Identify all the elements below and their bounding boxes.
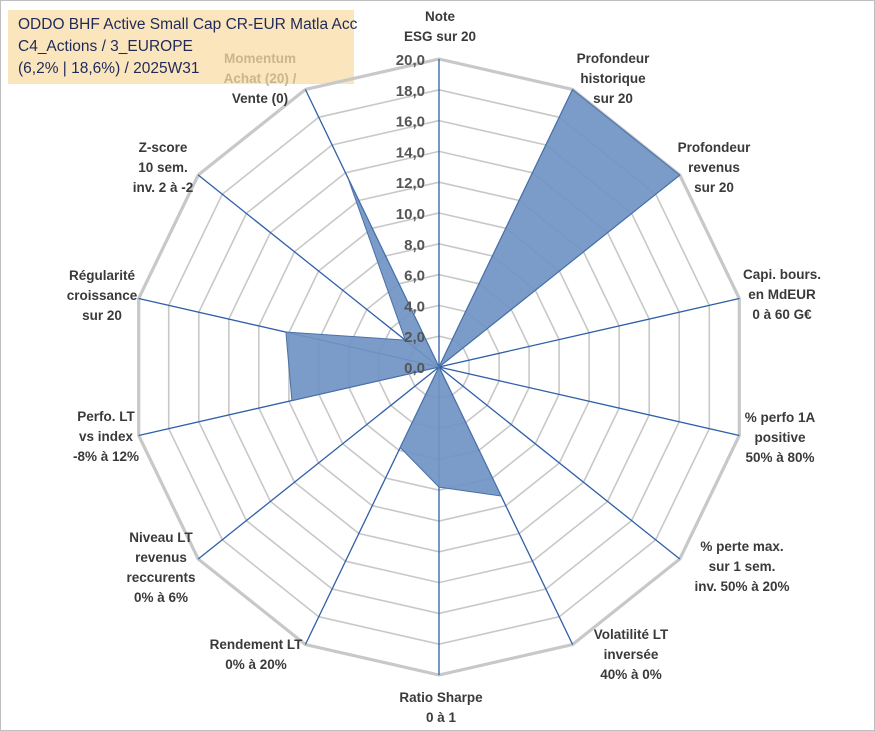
axis-label-line: Profondeur (678, 140, 751, 155)
axis-label-line: ESG sur 20 (404, 29, 476, 44)
title-line-1: ODDO BHF Active Small Cap CR-EUR Matla A… (18, 16, 358, 33)
axis-label-line: vs index (79, 429, 134, 444)
axis-label-line: 40% à 0% (600, 667, 662, 682)
axis-label-line: Volatilité LT (594, 627, 669, 642)
axis-label-line: croissance (67, 288, 138, 303)
axis-label-line: positive (754, 430, 806, 445)
axis-label-line: Rendement LT (210, 637, 304, 652)
title-box: ODDO BHF Active Small Cap CR-EUR Matla A… (8, 10, 358, 84)
tick-label: 14,0 (396, 144, 425, 161)
radar-axis-labels: Note ESG sur 20 Profondeur historique sur 20… (67, 9, 821, 725)
axis-label-line: 0 à 1 (426, 710, 457, 725)
axis-label: % perfo 1A positive 50% à 80% (745, 410, 816, 465)
axis-label-line: 0% à 20% (225, 657, 287, 672)
tick-label: 20,0 (396, 52, 425, 69)
axis-label-line: sur 20 (82, 308, 122, 323)
tick-label: 2,0 (404, 329, 425, 346)
axis-label: Rendement LT 0% à 20% (210, 637, 304, 672)
tick-label: 6,0 (404, 268, 425, 285)
tick-label: 0,0 (404, 360, 425, 377)
axis-label-line: % perfo 1A (745, 410, 816, 425)
axis-label: Note ESG sur 20 (404, 9, 476, 44)
axis-label: Volatilité LT inversée 40% à 0% (594, 627, 669, 682)
tick-label: 12,0 (396, 175, 425, 192)
axis-label-line: Z-score (139, 140, 188, 155)
axis-label-line: inv. 50% à 20% (694, 579, 789, 594)
axis-label-line: revenus (688, 160, 740, 175)
axis-label: Perfo. LT vs index -8% à 12% (73, 409, 139, 464)
radar-spoke (197, 366, 440, 560)
series-area (285, 88, 681, 497)
tick-label: 8,0 (404, 237, 425, 254)
axis-label-line: inversée (604, 647, 659, 662)
radar-spoke (438, 366, 681, 560)
axis-label: Capi. bours. en MdEUR 0 à 60 G€ (743, 267, 821, 322)
axis-label-line: -8% à 12% (73, 449, 139, 464)
radar-spoke (197, 174, 440, 368)
title-line-3: (6,2% | 18,6%) / 2025W31 (18, 60, 200, 77)
radar-spoke (438, 297, 740, 368)
axis-label-line: Perfo. LT (77, 409, 135, 424)
axis-label-line: Régularité (69, 268, 136, 283)
axis-label-line: 50% à 80% (745, 450, 814, 465)
axis-label-line: Achat (20) / (224, 71, 297, 86)
axis-label-line: Note (425, 9, 455, 24)
axis-label-line: sur 20 (593, 91, 633, 106)
axis-label-line: 10 sem. (138, 160, 188, 175)
radar-series (285, 88, 681, 497)
axis-label-line: sur 20 (694, 180, 734, 195)
tick-label: 18,0 (396, 83, 425, 100)
title-line-2: C4_Actions / 3_EUROPE (18, 38, 193, 55)
tick-label: 10,0 (396, 206, 425, 223)
axis-label-line: 0 à 60 G€ (752, 307, 812, 322)
radar-tick-labels: 0,0 2,0 4,0 6,0 8,0 10,0 12,0 14,0 16,0 18,0 20,0 (396, 52, 425, 377)
axis-label-line: revenus (135, 550, 187, 565)
axis-label: Z-score 10 sem. inv. 2 à -2 (133, 140, 194, 195)
axis-label: Ratio Sharpe 0 à 1 (399, 690, 483, 725)
axis-label: Momentum Achat (20) / Vente (0) (224, 51, 297, 106)
axis-label-line: en MdEUR (748, 287, 816, 302)
axis-label-line: Profondeur (577, 51, 650, 66)
axis-label: Profondeur historique sur 20 (577, 51, 650, 106)
axis-label: % perte max. sur 1 sem. inv. 50% à 20% (694, 539, 789, 594)
axis-label-line: Vente (0) (232, 91, 288, 106)
axis-label-line: Capi. bours. (743, 267, 821, 282)
axis-label-line: Momentum (224, 51, 296, 66)
axis-label-line: sur 1 sem. (709, 559, 776, 574)
tick-label: 4,0 (404, 298, 425, 315)
axis-label: Niveau LT revenus reccurents 0% à 6% (126, 530, 195, 605)
axis-label-line: Niveau LT (129, 530, 193, 545)
axis-label-line: Ratio Sharpe (399, 690, 483, 705)
axis-label-line: reccurents (126, 570, 195, 585)
axis-label: Profondeur revenus sur 20 (678, 140, 751, 195)
axis-label: Régularité croissance sur 20 (67, 268, 138, 323)
axis-label-line: 0% à 6% (134, 590, 188, 605)
axis-label-line: % perte max. (700, 539, 783, 554)
axis-label-line: inv. 2 à -2 (133, 180, 194, 195)
axis-label-line: historique (580, 71, 646, 86)
tick-label: 16,0 (396, 114, 425, 131)
radar-spoke (438, 366, 740, 437)
